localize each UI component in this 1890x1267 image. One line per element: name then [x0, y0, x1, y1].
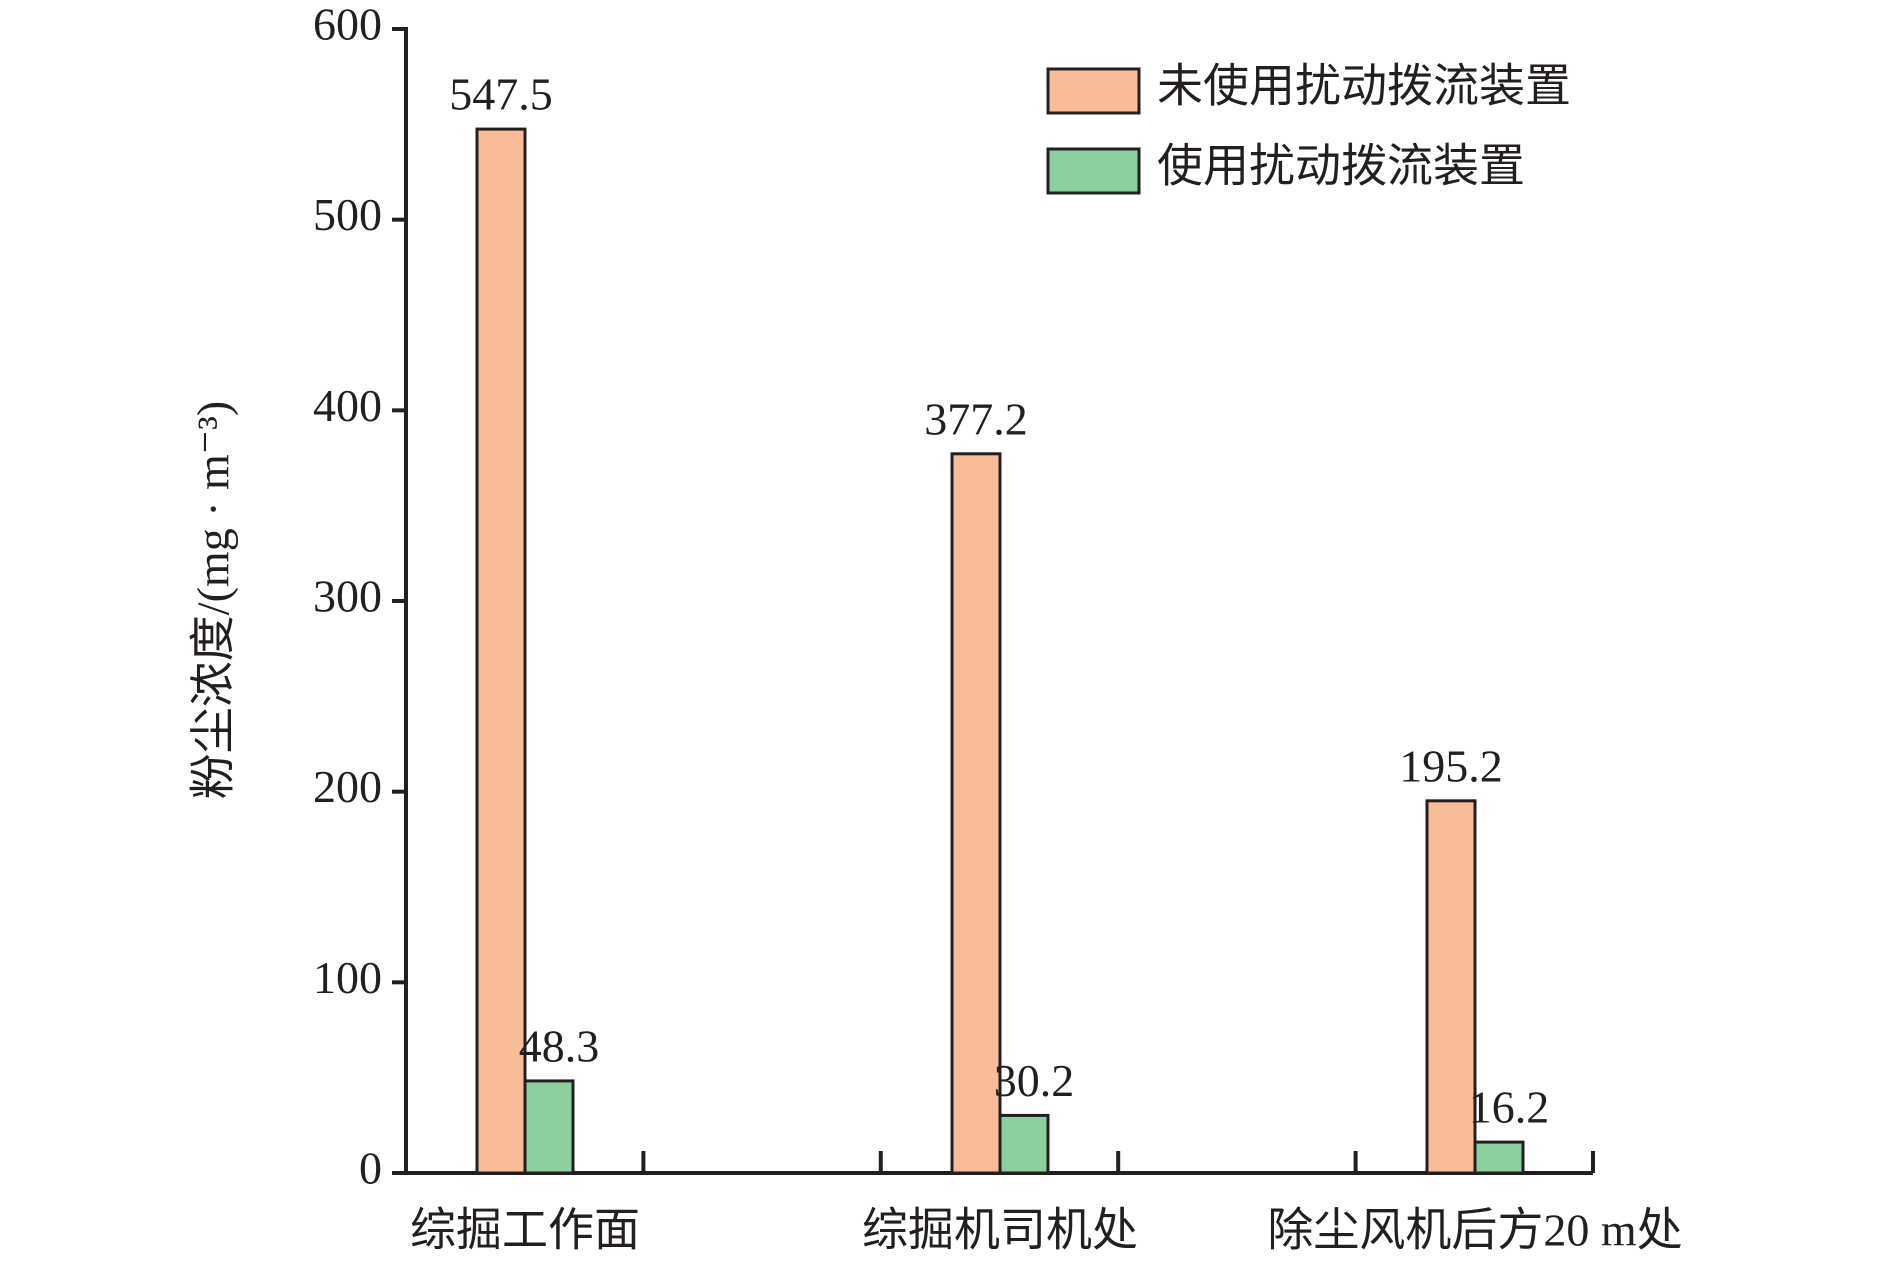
y-tick-label: 300 — [313, 571, 382, 622]
y-tick-label: 100 — [313, 952, 382, 1003]
legend-label: 未使用扰动拨流装置 — [1157, 61, 1571, 112]
bar — [523, 1079, 575, 1175]
y-tick-label: 400 — [313, 380, 382, 431]
y-tick-label: 0 — [359, 1143, 382, 1194]
y-tick-label: 600 — [313, 0, 382, 50]
bar — [475, 127, 527, 1175]
bar — [1425, 799, 1477, 1175]
bar — [950, 452, 1002, 1175]
legend-swatch — [1046, 147, 1141, 195]
value-label: 547.5 — [449, 69, 553, 120]
x-tick-label: 综掘工作面 — [410, 1205, 640, 1256]
value-label: 30.2 — [994, 1055, 1075, 1106]
y-axis-label: 粉尘浓度/(mg · m⁻³) — [188, 401, 239, 799]
legend-label: 使用扰动拨流装置 — [1157, 141, 1525, 192]
value-label: 16.2 — [1469, 1082, 1550, 1133]
x-tick-label: 综掘机司机处 — [862, 1205, 1138, 1256]
y-tick-label: 500 — [313, 189, 382, 240]
y-tick-label: 200 — [313, 761, 382, 812]
bar — [998, 1113, 1050, 1175]
value-label: 195.2 — [1399, 740, 1503, 791]
value-label: 48.3 — [519, 1020, 600, 1071]
value-label: 377.2 — [924, 393, 1028, 444]
x-tick-label: 除尘风机后方20 m处 — [1267, 1205, 1682, 1256]
legend-swatch — [1046, 67, 1141, 115]
bar — [1473, 1140, 1525, 1175]
